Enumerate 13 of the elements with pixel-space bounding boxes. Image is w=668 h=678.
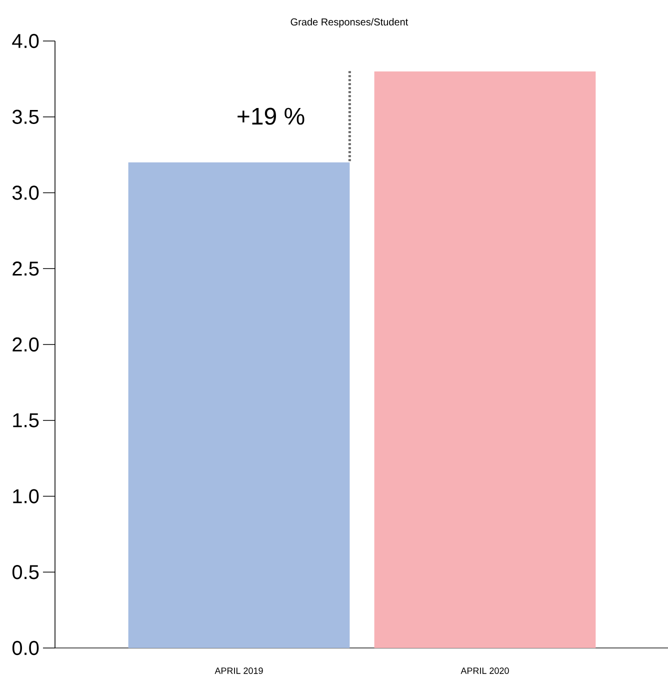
chart-title: Grade Responses/Student [290,18,408,28]
y-tick-label: 1.5 [13,413,39,428]
y-tick-label: 2.0 [12,337,39,352]
y-tick-label: 0.5 [12,565,39,580]
y-tick-label: 0.0 [12,640,39,656]
annotation: +19 % [238,108,304,125]
x-tick-label: APRIL 2020 [460,668,509,674]
y-tick-label: 3.5 [12,110,39,124]
x-tick-label: APRIL 2019 [214,668,263,674]
y-tick-label: 3.0 [12,186,39,200]
y-tick-label: 2.5 [12,262,39,276]
y-tick-label: 4.0 [12,34,39,48]
y-tick-label: 1.0 [13,489,39,504]
